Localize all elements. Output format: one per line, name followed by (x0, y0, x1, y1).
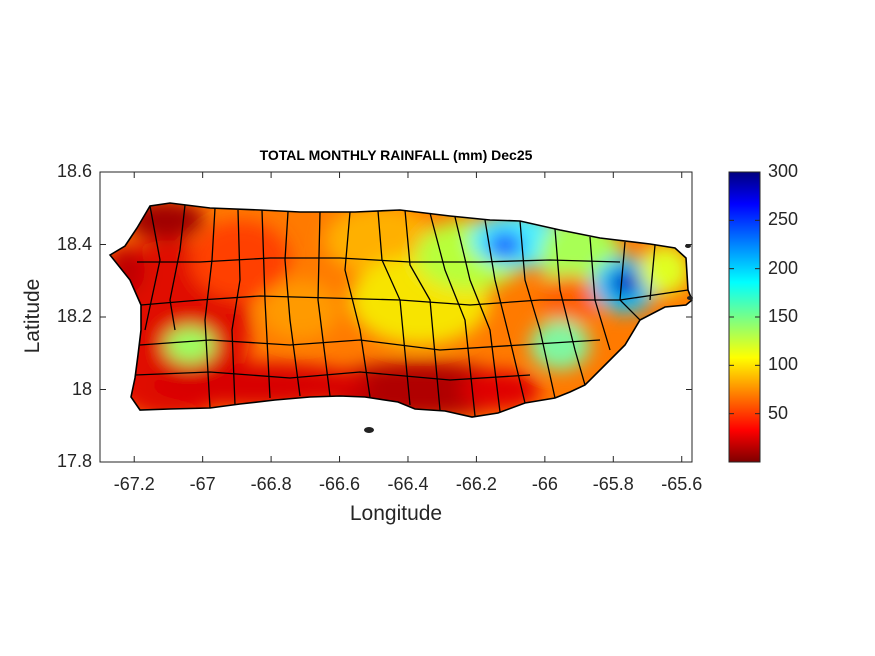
x-axis-label: Longitude (349, 502, 443, 525)
y-tick-label: 18.6 (56, 161, 92, 181)
x-tick-label: -65.6 (661, 474, 703, 494)
y-tick-label: 17.8 (56, 451, 92, 471)
y-axis-label: Latitude (21, 278, 44, 354)
x-tick-label: -66.6 (319, 474, 361, 494)
municipality-boundaries (108, 202, 693, 418)
y-tick-label: 18.4 (56, 233, 92, 254)
x-tick-label: -66 (531, 474, 558, 494)
x-tick-label: -66.8 (250, 474, 292, 494)
colorbar-tick-label: 150 (768, 306, 799, 326)
colorbar-tick-label: 100 (768, 354, 799, 375)
x-tick-label: -67 (189, 474, 216, 494)
x-tick-label: -66.2 (455, 474, 497, 494)
y-tick-label: 18 (71, 378, 92, 399)
colorbar (728, 171, 761, 463)
x-tick-label: -67.2 (113, 474, 155, 494)
y-tick-label: 18.2 (56, 306, 92, 326)
colorbar-tick-label: 250 (768, 209, 799, 230)
colorbar-tick-label: 200 (768, 257, 799, 278)
axis-tick-marks (100, 171, 692, 463)
colorbar-tick-marks (729, 171, 760, 415)
colorbar-tick-label: 50 (768, 402, 789, 423)
chart-title: TOTAL MONTHLY RAINFALL (mm) Dec25 (259, 147, 533, 163)
x-tick-label: -66.4 (387, 474, 429, 494)
colorbar-tick-label: 300 (768, 161, 799, 181)
x-tick-label: -65.8 (592, 474, 634, 494)
